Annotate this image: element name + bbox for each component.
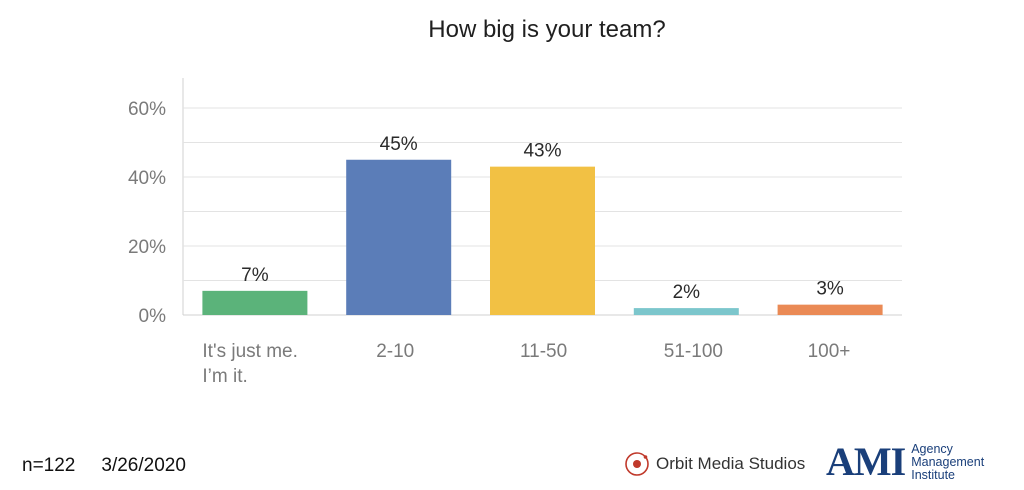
ami-logo-mark: AMI: [826, 439, 906, 484]
bar: [777, 304, 883, 315]
category-label: 100+: [808, 341, 851, 362]
category-label: 51-100: [664, 341, 723, 362]
y-tick-label: 0%: [139, 306, 167, 327]
bar: [202, 290, 308, 315]
data-labels: 7% 45% 43% 2% 3%: [241, 134, 844, 303]
x-axis-categories: It's just me. I’m it. 2-10 11-50 51-100 100+: [202, 341, 850, 387]
footer-info: n=122 3/26/2020: [22, 455, 186, 477]
category-label: 2-10: [376, 341, 414, 362]
chart-title: How big is your team?: [428, 16, 665, 43]
category-label: 11-50: [520, 341, 567, 362]
orbit-logo-text: Orbit Media Studios: [656, 454, 806, 473]
ami-word-institute: Institute: [911, 467, 955, 482]
y-axis-ticks: 0% 20% 40% 60%: [128, 99, 166, 327]
data-label: 7%: [241, 265, 269, 286]
bars: [202, 159, 883, 315]
bar: [633, 308, 739, 315]
data-label: 2%: [673, 282, 701, 303]
y-tick-label: 40%: [128, 168, 166, 189]
data-label: 45%: [380, 134, 418, 155]
orbit-logo-icon: [625, 452, 649, 476]
bar: [346, 159, 452, 315]
ami-logo: AMI Agency Management Institute: [826, 440, 984, 484]
data-label: 3%: [816, 279, 844, 300]
orbit-media-logo: Orbit Media Studios: [624, 449, 805, 479]
y-tick-label: 60%: [128, 99, 166, 120]
y-tick-label: 20%: [128, 237, 166, 258]
bar: [490, 166, 595, 315]
category-label: I’m it.: [202, 366, 247, 387]
survey-date: 3/26/2020: [101, 455, 186, 476]
ami-word-agency: Agency: [911, 441, 953, 456]
sample-size: n=122: [22, 455, 76, 476]
data-label: 43%: [523, 141, 561, 162]
category-label: It's just me.: [202, 341, 297, 362]
ami-logo-words: Agency Management Institute: [911, 441, 985, 482]
ami-word-management: Management: [911, 454, 985, 469]
